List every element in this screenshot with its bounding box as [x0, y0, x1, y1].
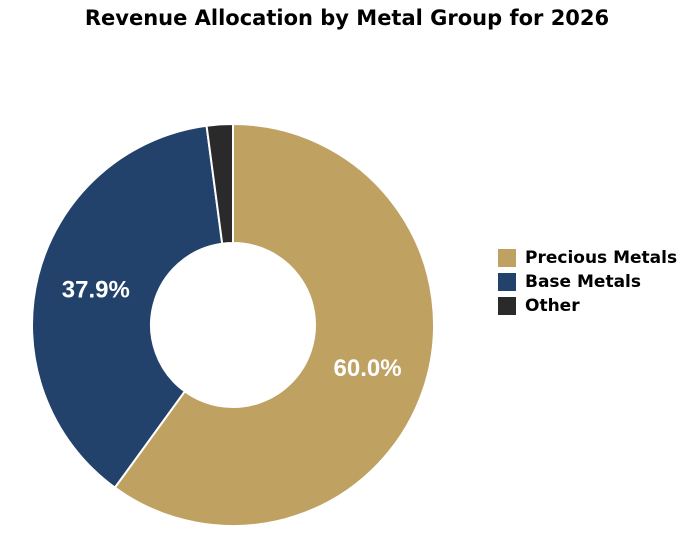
data-label-precious-metals: 60.0% [334, 355, 402, 382]
chart-title: Revenue Allocation by Metal Group for 20… [84, 6, 610, 30]
legend-swatch-precious-metals [498, 249, 516, 267]
legend-swatch-base-metals [498, 273, 516, 291]
donut-slice-base-metals[interactable] [31, 124, 224, 490]
legend: Precious Metals Base Metals Other [498, 246, 677, 318]
legend-label-other: Other [525, 296, 580, 316]
legend-swatch-other [498, 297, 516, 315]
legend-label-base-metals: Base Metals [525, 272, 641, 292]
donut-slice-precious-metals[interactable] [113, 122, 435, 527]
legend-item-other[interactable]: Other [498, 294, 677, 318]
data-label-base-metals: 37.9% [62, 277, 130, 304]
donut-slice-other[interactable] [205, 122, 234, 245]
legend-label-precious-metals: Precious Metals [525, 248, 678, 268]
legend-item-precious-metals[interactable]: Precious Metals [498, 246, 677, 270]
legend-item-base-metals[interactable]: Base Metals [498, 270, 677, 294]
